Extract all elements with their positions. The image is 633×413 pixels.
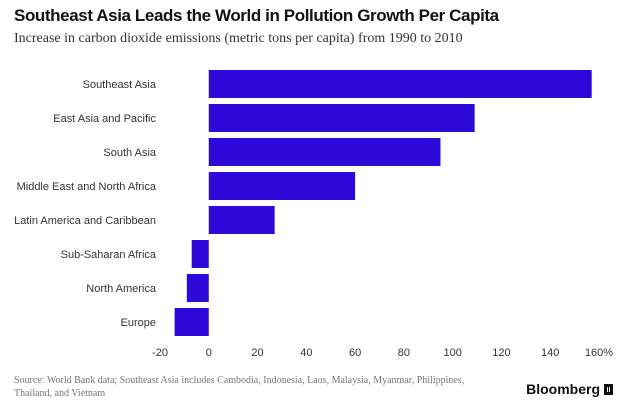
- x-tick-label: 40: [300, 347, 312, 359]
- brand-logo: Bloomberg: [526, 381, 613, 397]
- bar: [174, 308, 209, 336]
- category-label: North America: [86, 283, 157, 295]
- x-axis-ticks: -20 0 20 40 60 80 100 120 140 160%: [152, 347, 613, 359]
- x-tick-label: 160%: [585, 347, 613, 359]
- bar: [208, 138, 441, 166]
- category-label: Europe: [121, 317, 156, 329]
- bar: [208, 206, 275, 234]
- bloomberg-mark-icon: [604, 383, 613, 395]
- chart-title: Southeast Asia Leads the World in Pollut…: [14, 6, 499, 25]
- x-tick-label: 80: [398, 347, 410, 359]
- x-tick-label: 20: [251, 347, 263, 359]
- category-label: Latin America and Caribbean: [14, 215, 156, 227]
- brand-name: Bloomberg: [526, 381, 600, 397]
- category-label: South Asia: [103, 147, 156, 159]
- bar: [186, 274, 209, 302]
- category-label: Southeast Asia: [83, 79, 157, 91]
- x-tick-label: -20: [152, 347, 168, 359]
- category-label: East Asia and Pacific: [53, 113, 156, 125]
- x-tick-label: 120: [492, 347, 510, 359]
- bar: [208, 104, 475, 132]
- x-tick-label: 140: [541, 347, 559, 359]
- source-note: Source: World Bank data; Southeast Asia …: [14, 375, 465, 399]
- bar: [208, 70, 592, 98]
- bar: [208, 172, 356, 200]
- chart-subtitle: Increase in carbon dioxide emissions (me…: [14, 31, 463, 46]
- category-label: Middle East and North Africa: [17, 181, 157, 193]
- category-labels: Southeast Asia East Asia and Pacific South…: [14, 79, 157, 329]
- bars: [174, 70, 592, 336]
- x-tick-label: 0: [206, 347, 212, 359]
- category-label: Sub-Saharan Africa: [61, 249, 157, 261]
- x-tick-label: 100: [443, 347, 461, 359]
- bar: [191, 240, 209, 268]
- x-tick-label: 60: [349, 347, 361, 359]
